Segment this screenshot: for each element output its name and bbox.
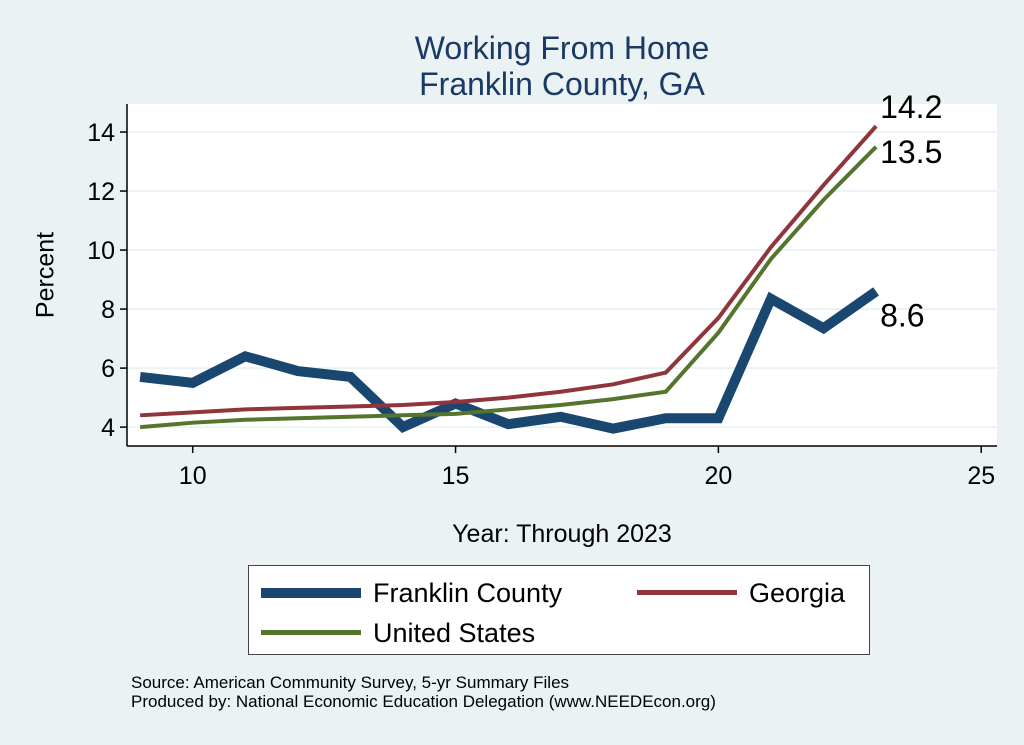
x-tick-label: 25 [967,462,995,490]
legend-swatch-georgia [637,590,737,595]
produced-by-note: Produced by: National Economic Education… [131,692,716,711]
end-label: 13.5 [880,134,942,170]
y-tick-label: 4 [101,414,115,442]
source-note: Source: American Community Survey, 5-yr … [131,673,570,692]
y-tick-label: 10 [87,237,115,265]
legend: Franklin County Georgia United States [248,565,870,655]
series-line-united-states [139,145,878,430]
plot-area [127,104,997,446]
series-line-georgia [140,124,878,418]
legend-swatch-us [261,630,361,635]
end-label: 14.2 [880,89,942,125]
y-tick-label: 12 [87,178,115,206]
legend-label-us: United States [373,618,536,648]
x-tick-label: 15 [442,462,470,490]
series-line-franklin-county [139,287,879,434]
legend-swatch-franklin [261,588,361,598]
end-label: 8.6 [880,297,924,333]
x-tick-label: 20 [704,462,732,490]
y-axis-label: Percent [31,231,60,319]
y-tick-label: 8 [101,296,115,324]
x-axis-label: Year: Through 2023 [452,520,672,548]
chart-subtitle: Franklin County, GA [419,66,705,102]
chart-title: Working From Home [414,30,710,66]
legend-label-franklin: Franklin County [373,578,563,608]
legend-label-georgia: Georgia [749,578,846,608]
x-tick-label: 10 [179,462,207,490]
y-tick-label: 6 [101,355,115,383]
y-tick-label: 14 [87,119,115,147]
